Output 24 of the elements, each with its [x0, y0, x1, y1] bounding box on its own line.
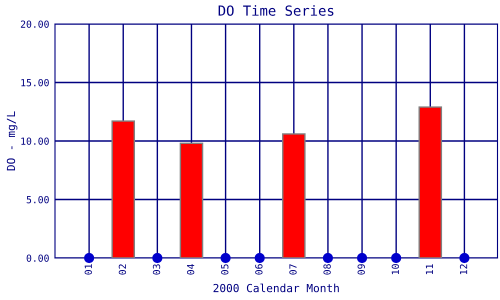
x-tick-label: 03	[152, 264, 160, 275]
x-tick-label: 09	[358, 264, 365, 275]
y-tick-label: 0.00	[26, 254, 49, 262]
x-tick-label: 10	[392, 264, 400, 274]
x-tick-label: 05	[221, 264, 228, 275]
x-axis-title: 2000 Calendar Month	[214, 284, 339, 292]
x-tick-label: 11	[426, 264, 433, 274]
bar	[180, 142, 204, 258]
x-tick-label: 04	[186, 264, 194, 275]
x-tick-label: 07	[289, 264, 297, 275]
y-tick-label: 15.00	[21, 79, 49, 86]
y-tick-label: 5.00	[26, 196, 49, 204]
x-tick-label: 02	[118, 264, 126, 275]
x-tick-label: 01	[84, 264, 92, 275]
bar	[282, 133, 306, 258]
bar	[111, 120, 136, 258]
y-tick-label: 20.00	[20, 20, 49, 28]
x-tick-label: 06	[255, 264, 263, 275]
x-tick-label: 08	[323, 264, 331, 275]
y-tick-label: 10.00	[21, 138, 49, 145]
chart-title: DO Time Series	[218, 5, 334, 16]
bar	[418, 106, 442, 258]
y-axis-title: DO - mg/L	[6, 111, 18, 170]
x-tick-label: 12	[460, 264, 468, 274]
